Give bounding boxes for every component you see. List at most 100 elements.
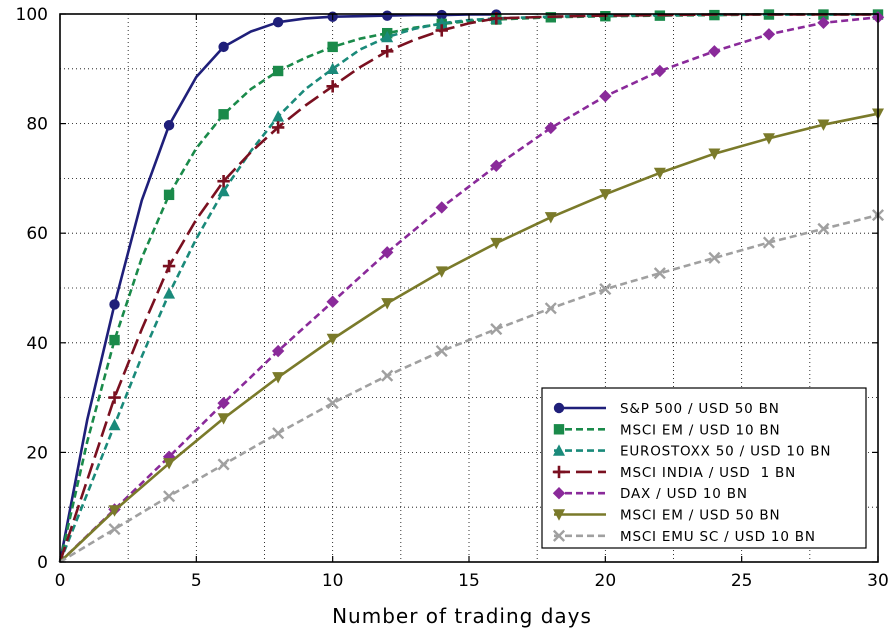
legend-label: EUROSTOXX 50 / USD 10 BN [620,444,831,460]
x-tick-label: 30 [867,571,889,591]
legend-label: DAX / USD 10 BN [620,486,748,502]
data-point [381,369,394,382]
y-tick-label: 40 [26,334,48,354]
data-point [381,30,394,43]
axis-ticks: 0 5 10 15 20 25 30 0 20 40 60 80 100 [16,5,889,591]
data-point [217,458,230,471]
legend-label: MSCI EMU SC / USD 10 BN [620,529,816,545]
data-point [163,120,175,131]
data-point [817,16,830,29]
data-point [382,10,393,21]
data-point [653,64,667,78]
legend-marker [552,465,566,479]
series-1 [58,9,502,563]
x-tick-label: 5 [191,571,202,591]
data-point [272,372,285,384]
data-point [163,287,176,299]
data-point [435,266,448,278]
x-axis-title: Number of trading days [332,604,592,628]
data-point [109,299,120,310]
x-tick-label: 10 [322,571,344,591]
data-point [218,109,229,120]
data-point [272,17,284,28]
legend-item: MSCI EMU SC / USD 10 BN [552,529,816,545]
data-point [762,28,776,41]
data-point [544,121,557,135]
data-point [599,90,612,103]
data-point [435,201,448,214]
data-point [436,9,447,21]
y-tick-label: 100 [16,5,48,25]
data-point [817,222,830,235]
data-point [326,333,339,346]
y-tick-label: 20 [26,443,48,463]
legend-item: EUROSTOXX 50 / USD 10 BN [553,444,831,460]
data-point [108,523,121,536]
data-point [108,505,121,517]
x-tick-label: 15 [458,571,480,591]
data-point [217,184,230,197]
data-point [271,121,285,134]
data-point [708,251,721,264]
data-point [163,458,176,470]
legend-label: MSCI EM / USD 50 BN [620,508,780,524]
legend-marker [553,402,565,414]
data-point [490,159,503,172]
legend: S&P 500 / USD 50 BN MSCI EM / USD 10 BN EU… [541,387,867,549]
series-line [59,16,879,563]
data-point [490,323,503,336]
data-point [599,283,612,296]
legend-marker [552,529,566,542]
legend-item: MSCI EM / USD 50 BN [553,508,780,524]
y-tick-label: 80 [26,115,48,135]
y-tick-label: 60 [26,224,48,244]
legend-label: MSCI EM / USD 10 BN [620,422,780,438]
data-point [544,302,557,315]
series-line [58,13,878,563]
data-point [817,119,830,131]
data-point [218,41,229,53]
data-point [109,334,120,346]
y-tick-label: 0 [37,553,48,573]
data-point [108,418,121,431]
legend-item: S&P 500 / USD 50 BN [553,401,780,417]
data-point [435,17,448,29]
legend-marker [553,509,565,521]
data-point [163,189,175,201]
data-point [653,167,666,180]
legend-label: S&P 500 / USD 50 BN [620,401,780,417]
series-4 [58,12,878,563]
data-point [326,295,339,308]
data-point [272,427,285,440]
data-point [490,237,503,250]
data-point [327,41,338,53]
data-point [326,62,339,74]
data-point [762,236,775,249]
legend-item: MSCI EM / USD 10 BN [553,422,780,438]
x-tick-label: 25 [731,571,753,591]
data-point [271,344,285,358]
data-point [599,189,612,201]
x-tick-label: 0 [55,571,66,591]
data-point [217,413,230,425]
legend-marker [553,444,565,456]
data-point [326,80,339,93]
data-point [163,490,176,503]
series-layer [58,9,885,564]
data-point [708,148,721,160]
legend-marker [552,487,566,500]
legend-box [541,387,867,549]
data-point [272,65,284,77]
legend-item: MSCI INDIA / USD 1 BN [552,465,795,481]
data-point [435,344,448,358]
x-tick-label: 20 [595,571,617,591]
legend-item: DAX / USD 10 BN [552,486,748,502]
series-line [59,112,879,563]
data-point [326,397,339,410]
data-point [381,298,394,310]
data-point [217,174,230,188]
data-point [762,133,775,145]
data-point [435,24,448,37]
data-point [162,259,176,273]
